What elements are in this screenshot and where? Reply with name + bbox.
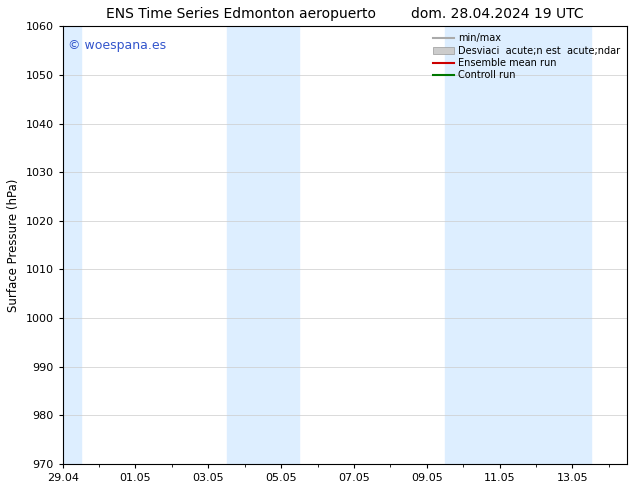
Bar: [445, 26, 591, 464]
Title: ENS Time Series Edmonton aeropuerto        dom. 28.04.2024 19 UTC: ENS Time Series Edmonton aeropuerto dom.…: [106, 7, 584, 21]
Y-axis label: Surface Pressure (hPa): Surface Pressure (hPa): [7, 178, 20, 312]
Legend: min/max, Desviaci  acute;n est  acute;ndar, Ensemble mean run, Controll run: min/max, Desviaci acute;n est acute;ndar…: [431, 31, 622, 82]
Text: © woespana.es: © woespana.es: [68, 39, 166, 52]
Bar: [63, 26, 81, 464]
Bar: [226, 26, 299, 464]
